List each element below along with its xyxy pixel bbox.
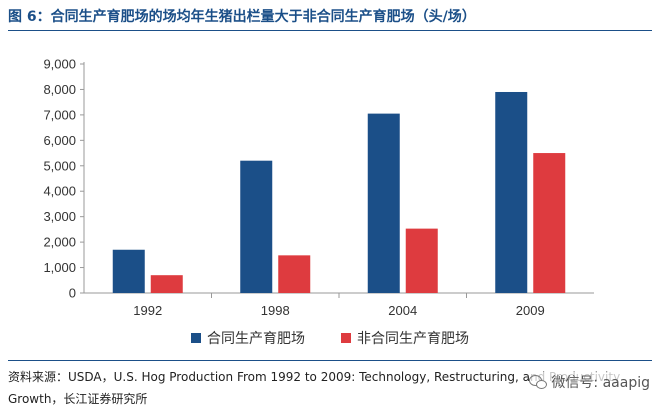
bar-contract-2004: [367, 113, 400, 293]
legend-label-noncontract: 非合同生产育肥场: [357, 331, 469, 347]
y-tick-label: 2,000: [43, 235, 76, 250]
legend-label-contract: 合同生产育肥场: [207, 331, 305, 347]
y-tick-label: 6,000: [43, 133, 76, 148]
bar-noncontract-1998: [278, 255, 311, 293]
wechat-icon: [529, 375, 548, 389]
bar-noncontract-1992: [150, 275, 183, 293]
x-tick-label: 2004: [388, 303, 417, 318]
y-tick-label: 0: [69, 286, 76, 301]
figure-title: 图 6：合同生产育肥场的场均年生猪出栏量大于非合同生产育肥场（头/场）: [8, 9, 476, 25]
y-tick-label: 8,000: [43, 82, 76, 97]
bar-noncontract-2009: [533, 153, 566, 293]
source-note: 资料来源：USDA，U.S. Hog Production From 1992 …: [8, 366, 648, 410]
y-tick-label: 4,000: [43, 184, 76, 199]
bar-contract-2009: [495, 91, 528, 293]
x-tick-label: 2009: [516, 303, 545, 318]
legend-swatch-noncontract: [341, 333, 351, 343]
y-tick-label: 5,000: [43, 158, 76, 173]
source-line-2: Growth，长江证券研究所: [8, 392, 148, 406]
y-tick-label: 9,000: [43, 57, 76, 72]
legend-item-noncontract: 非合同生产育肥场: [341, 328, 469, 348]
x-tick-label: 1992: [133, 303, 162, 318]
bar-contract-1992: [112, 249, 145, 293]
title-divider: [8, 30, 652, 31]
x-tick-label: 1998: [261, 303, 290, 318]
source-divider: [8, 360, 652, 361]
wechat-watermark: 微信号: aaapig: [529, 372, 650, 392]
bar-contract-1998: [240, 160, 273, 293]
y-tick-label: 7,000: [43, 107, 76, 122]
bar-chart: 0 1,000 2,000 3,000 4,000 5,000 6,000 7,000 8,00…: [43, 57, 594, 318]
y-tick-label: 1,000: [43, 260, 76, 275]
legend-item-contract: 合同生产育肥场: [191, 328, 305, 348]
watermark-text: 微信号: aaapig: [551, 375, 650, 391]
chart-legend: 合同生产育肥场 非合同生产育肥场: [0, 328, 660, 348]
y-tick-label: 3,000: [43, 209, 76, 224]
source-line-1: 资料来源：USDA，U.S. Hog Production From 1992 …: [8, 370, 621, 384]
legend-swatch-contract: [191, 333, 201, 343]
bar-noncontract-2004: [405, 228, 438, 293]
